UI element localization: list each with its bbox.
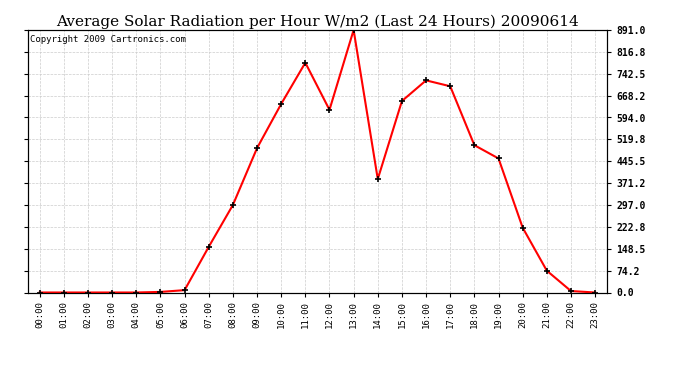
Text: Copyright 2009 Cartronics.com: Copyright 2009 Cartronics.com (30, 35, 186, 44)
Text: Average Solar Radiation per Hour W/m2 (Last 24 Hours) 20090614: Average Solar Radiation per Hour W/m2 (L… (56, 15, 579, 29)
